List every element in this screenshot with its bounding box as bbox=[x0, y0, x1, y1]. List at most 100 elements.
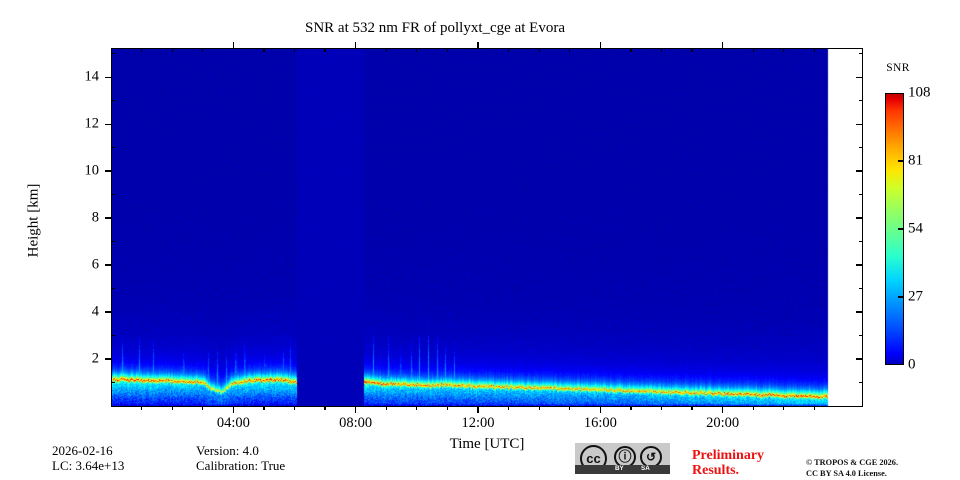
y-minor-tick bbox=[859, 146, 863, 149]
y-tick-label: 12 bbox=[84, 115, 100, 132]
preliminary-results-notice: Preliminary Results. bbox=[692, 448, 765, 478]
y-minor-tick bbox=[859, 381, 863, 384]
colorbar-tick-label: 27 bbox=[908, 288, 923, 305]
x-minor-tick bbox=[171, 48, 173, 52]
y-minor-tick bbox=[111, 240, 115, 243]
cc-sa-label: SA bbox=[641, 465, 650, 472]
x-minor-tick bbox=[293, 406, 296, 410]
snr-heatmap bbox=[112, 49, 846, 406]
x-minor-tick bbox=[507, 48, 510, 52]
colorbar-tick-label: 108 bbox=[908, 84, 931, 101]
x-minor-tick bbox=[630, 406, 632, 410]
y-major-tick bbox=[105, 358, 112, 360]
y-major-tick bbox=[856, 264, 863, 266]
x-minor-tick bbox=[446, 406, 449, 410]
x-major-tick bbox=[599, 42, 601, 49]
meta-calibration: Calibration: True bbox=[196, 458, 286, 473]
x-minor-tick bbox=[660, 48, 663, 52]
y-major-tick bbox=[105, 123, 112, 125]
x-minor-tick bbox=[446, 48, 449, 52]
y-minor-tick bbox=[859, 287, 863, 290]
cc-by-label: BY bbox=[615, 465, 624, 472]
x-minor-tick bbox=[752, 406, 754, 410]
x-minor-tick bbox=[813, 48, 816, 52]
x-minor-tick bbox=[507, 406, 510, 410]
y-tick-label: 6 bbox=[91, 256, 99, 273]
colorbar-tick-label: 54 bbox=[908, 220, 923, 237]
x-minor-tick bbox=[569, 406, 571, 410]
x-minor-tick bbox=[324, 406, 326, 410]
x-axis-title: Time [UTC] bbox=[449, 436, 525, 452]
x-minor-tick bbox=[385, 48, 387, 52]
copyright-line-1: © TROPOS & CGE 2026. bbox=[806, 458, 899, 467]
x-major-tick bbox=[232, 406, 234, 413]
x-minor-tick bbox=[569, 48, 571, 52]
x-major-tick bbox=[722, 42, 724, 49]
cc-sharealike-icon: ↺ bbox=[640, 446, 662, 468]
y-major-tick bbox=[105, 217, 112, 219]
colorbar-tick bbox=[898, 160, 904, 162]
x-major-tick bbox=[599, 406, 601, 413]
y-major-tick bbox=[856, 311, 863, 313]
y-minor-tick bbox=[859, 240, 863, 243]
y-tick-label: 8 bbox=[91, 209, 99, 226]
x-tick-label: 04:00 bbox=[216, 415, 250, 431]
cc-license-badge-icon[interactable]: cc ⓘ ↺ BY SA bbox=[575, 443, 670, 474]
y-major-tick bbox=[856, 76, 863, 78]
x-minor-tick bbox=[385, 406, 387, 410]
x-minor-tick bbox=[538, 406, 540, 410]
y-major-tick bbox=[856, 217, 863, 219]
x-minor-tick bbox=[691, 406, 693, 410]
x-minor-tick bbox=[416, 406, 418, 410]
y-minor-tick bbox=[859, 100, 863, 102]
x-minor-tick bbox=[202, 48, 204, 52]
y-minor-tick bbox=[111, 53, 115, 55]
y-major-tick bbox=[856, 358, 863, 360]
x-minor-tick bbox=[202, 406, 204, 410]
x-minor-tick bbox=[324, 48, 326, 52]
y-minor-tick bbox=[111, 146, 115, 149]
colorbar-tick bbox=[898, 228, 904, 230]
x-minor-tick bbox=[171, 406, 173, 410]
x-major-tick bbox=[232, 42, 234, 49]
y-minor-tick bbox=[111, 381, 115, 384]
x-minor-tick bbox=[293, 48, 296, 52]
x-major-tick bbox=[355, 406, 357, 413]
x-minor-tick bbox=[538, 48, 540, 52]
x-minor-tick bbox=[416, 48, 418, 52]
plot-axes[interactable] bbox=[111, 48, 863, 407]
y-tick-label: 14 bbox=[84, 68, 100, 85]
x-minor-tick bbox=[783, 406, 785, 410]
meta-date: 2026-02-16 bbox=[52, 443, 113, 458]
y-major-tick bbox=[856, 123, 863, 125]
copyright-line-2: CC BY SA 4.0 License. bbox=[806, 468, 887, 478]
x-minor-tick bbox=[630, 48, 632, 52]
y-minor-tick bbox=[859, 193, 863, 196]
colorbar-tick bbox=[898, 296, 904, 298]
x-tick-label: 16:00 bbox=[583, 415, 617, 431]
x-tick-label: 20:00 bbox=[706, 415, 740, 431]
x-minor-tick bbox=[263, 406, 265, 410]
y-minor-tick bbox=[111, 193, 115, 196]
meta-lidar-constant: LC: 3.64e+13 bbox=[52, 458, 125, 473]
colorbar-tick-label: 0 bbox=[908, 356, 916, 373]
y-minor-tick bbox=[859, 53, 863, 55]
x-major-tick bbox=[477, 406, 479, 413]
x-minor-tick bbox=[140, 406, 143, 410]
colorbar-tick-label: 81 bbox=[908, 152, 923, 169]
y-major-tick bbox=[105, 170, 112, 172]
y-major-tick bbox=[105, 76, 112, 78]
x-minor-tick bbox=[813, 406, 816, 410]
y-minor-tick bbox=[111, 287, 115, 290]
y-major-tick bbox=[856, 170, 863, 172]
x-minor-tick bbox=[263, 48, 265, 52]
copyright-notice: © TROPOS & CGE 2026. CC BY SA 4.0 Licens… bbox=[806, 458, 898, 479]
y-tick-label: 2 bbox=[91, 350, 99, 367]
x-major-tick bbox=[722, 406, 724, 413]
y-minor-tick bbox=[859, 334, 863, 337]
y-axis-title: Height [km] bbox=[25, 183, 42, 258]
x-minor-tick bbox=[752, 48, 754, 52]
y-minor-tick bbox=[111, 100, 115, 102]
cc-badge-icons: cc ⓘ ↺ bbox=[575, 443, 670, 472]
